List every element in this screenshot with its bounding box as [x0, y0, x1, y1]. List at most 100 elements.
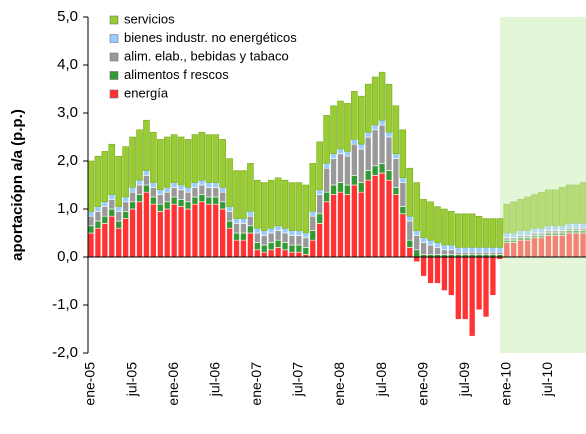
bar-segment [177, 206, 185, 258]
bar-segment [150, 131, 157, 183]
bar-segment [219, 201, 226, 210]
bar-segment [538, 227, 545, 234]
bar-segment [406, 247, 414, 258]
bar-segment [330, 194, 337, 258]
bar-segment [572, 227, 580, 231]
bar-segment [434, 247, 441, 255]
bar-segment [205, 187, 213, 198]
bar-segment [371, 76, 379, 126]
bar-segment [295, 230, 303, 236]
bar-segment [323, 191, 330, 203]
bar-segment [274, 247, 282, 258]
bar-segment [434, 206, 441, 243]
bar-segment [330, 158, 337, 186]
bar-segment [572, 223, 580, 229]
bar-segment [122, 196, 129, 203]
bar-segment [461, 213, 469, 248]
bar-segment [351, 184, 358, 258]
bar-segment [510, 239, 517, 243]
bar-segment [496, 251, 504, 255]
bar-segment [517, 199, 524, 231]
bar-segment [247, 215, 254, 227]
bar-segment [184, 208, 192, 258]
bar-segment [482, 247, 490, 253]
bar-segment [212, 203, 220, 258]
legend-swatch [109, 71, 119, 80]
bar-segment [247, 163, 254, 212]
x-tick-label: ene-10 [498, 362, 514, 406]
bar-segment [219, 139, 226, 188]
bar-segment [517, 237, 524, 241]
bar-segment [558, 235, 566, 258]
bar-segment [517, 230, 524, 236]
bar-segment [233, 218, 240, 224]
x-tick-label: ene-09 [414, 362, 430, 406]
bar-segment [288, 244, 296, 253]
bar-segment [281, 249, 289, 258]
bar-segment [191, 203, 199, 258]
bar-segment [392, 153, 400, 159]
bar-segment [579, 223, 586, 229]
bar-segment [302, 237, 310, 248]
bar-segment [461, 256, 469, 320]
bar-segment [87, 215, 95, 227]
bar-segment [94, 206, 102, 212]
bar-segment [337, 100, 344, 150]
bar-segment [309, 215, 317, 231]
bar-segment [358, 143, 365, 150]
bar-segment [475, 215, 483, 248]
bar-segment [163, 201, 171, 210]
bar-segment [198, 131, 206, 181]
bar-segment [524, 196, 531, 231]
bar-segment [392, 105, 400, 155]
bar-segment [226, 158, 233, 207]
bar-segment [552, 235, 559, 258]
bar-segment [240, 232, 247, 241]
bar-segment [101, 151, 109, 203]
bar-segment [538, 191, 545, 229]
bar-segment [101, 206, 109, 217]
bar-segment [323, 167, 330, 193]
bar-segment [413, 230, 420, 236]
bar-segment [309, 211, 317, 217]
bar-segment [94, 220, 102, 229]
bar-segment [170, 203, 178, 258]
bar-segment [233, 232, 240, 241]
bar-segment [441, 256, 448, 291]
bar-segment [267, 242, 275, 251]
bar-segment [129, 191, 136, 203]
bar-segment [552, 232, 559, 236]
bar-segment [385, 136, 393, 171]
bar-segment [143, 170, 150, 176]
bar-segment [198, 184, 206, 195]
bar-segment [558, 232, 566, 236]
bar-segment [358, 191, 365, 258]
bar-segment [510, 232, 517, 239]
bar-segment [565, 227, 573, 231]
bar-segment [226, 206, 233, 212]
bar-segment [378, 119, 386, 126]
bar-segment [558, 225, 566, 231]
bar-segment [524, 239, 531, 258]
bar-segment [205, 182, 213, 188]
bar-segment [274, 225, 282, 231]
bar-segment [579, 227, 586, 231]
bar-segment [143, 184, 150, 193]
x-tick-label: jul-07 [290, 362, 306, 397]
bar-segment [392, 194, 400, 258]
bar-segment [198, 179, 206, 186]
legend-swatch [109, 52, 119, 62]
bar-segment [503, 237, 511, 241]
legend-label: servicios [124, 11, 175, 26]
bar-segment [274, 177, 282, 227]
bar-segment [371, 165, 379, 176]
bar-segment [531, 235, 538, 239]
bar-segment [288, 235, 296, 246]
bar-segment [94, 155, 102, 207]
bar-segment [510, 237, 517, 241]
bar-segment [101, 201, 109, 207]
bar-segment [198, 194, 206, 203]
bar-segment [191, 187, 199, 198]
x-tick-label: ene-07 [248, 362, 264, 406]
